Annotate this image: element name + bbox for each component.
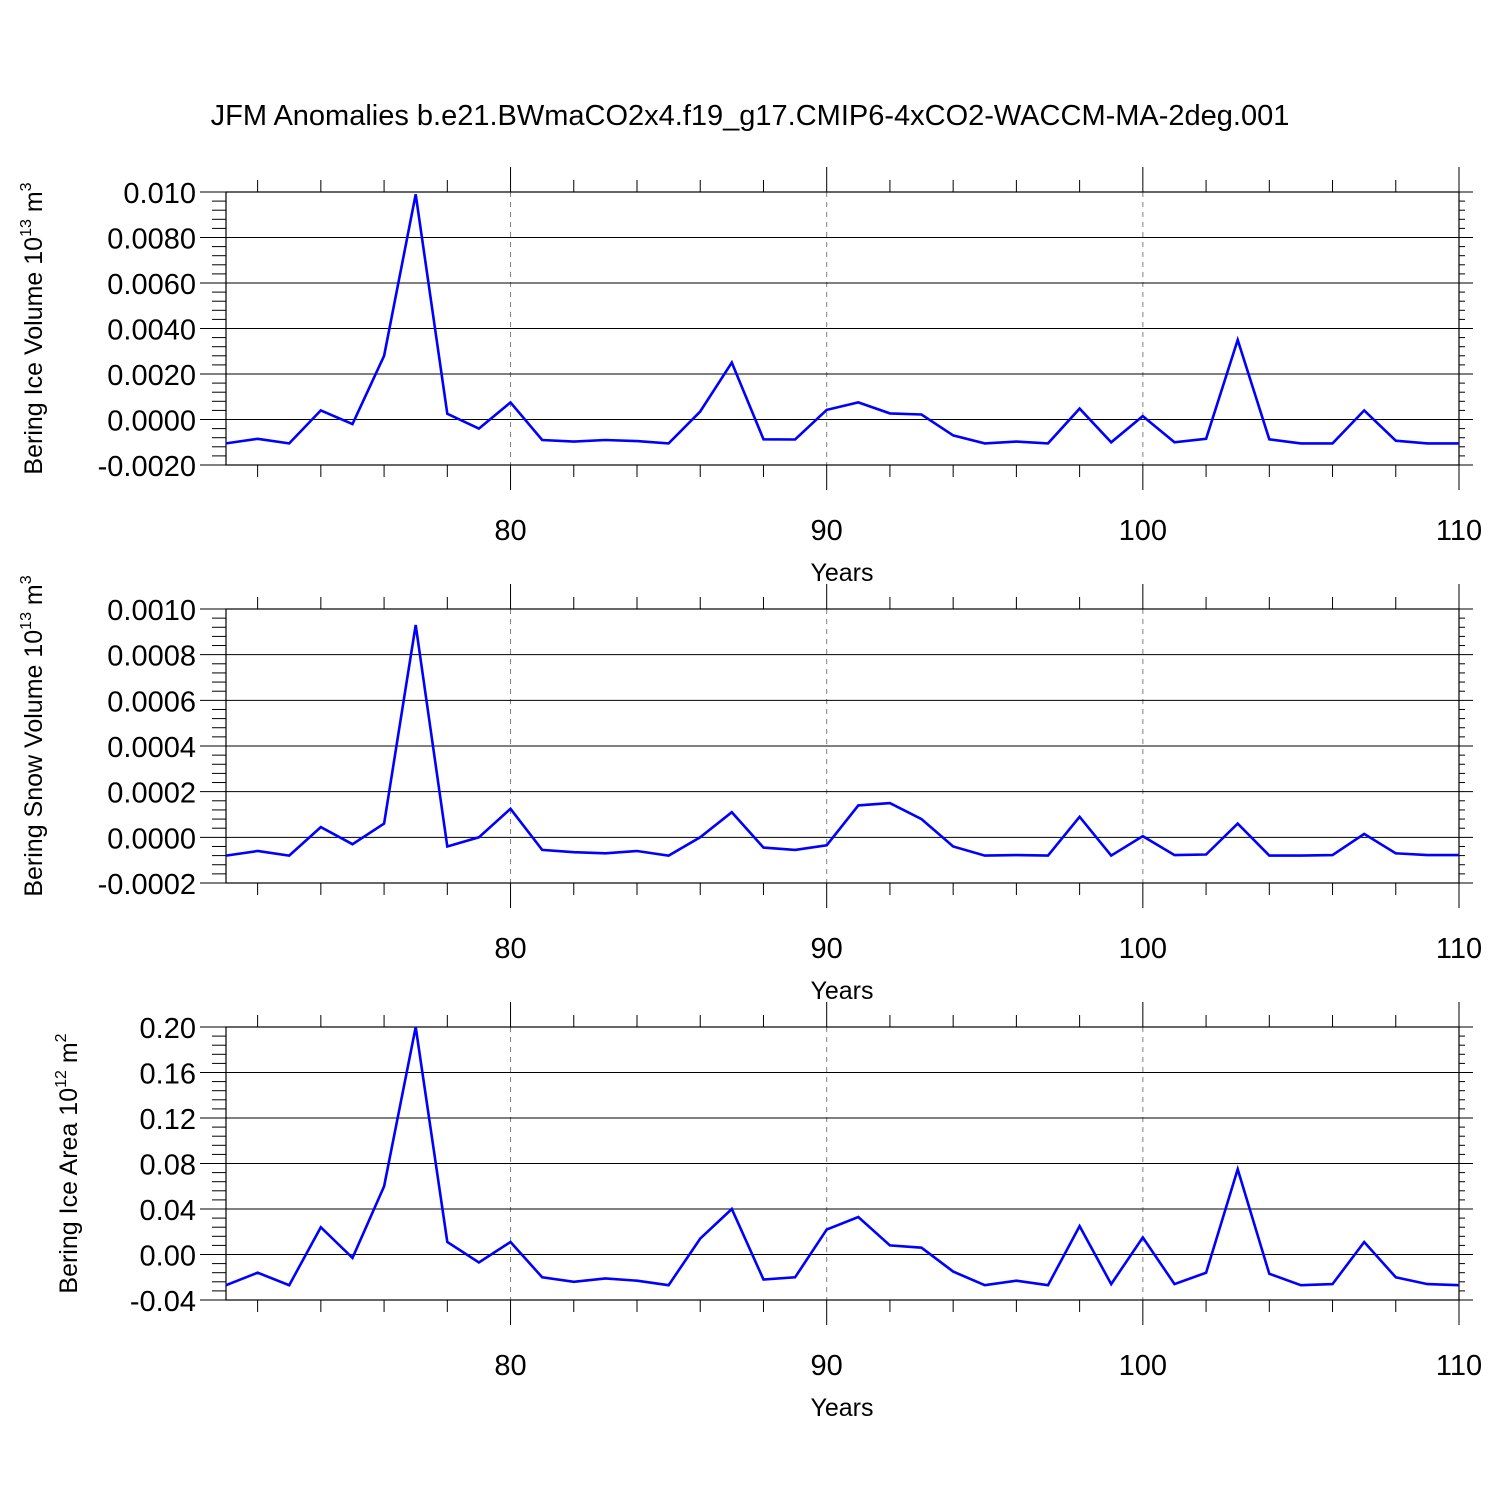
y-axis-label-superscript: 2: [53, 1033, 70, 1042]
panel2-x-tick-label: 110: [1436, 933, 1482, 965]
y-axis-label-superscript: 12: [53, 1070, 70, 1088]
panel2-plot-frame: [225, 608, 1460, 884]
panel3-y-tick-label: -0.04: [130, 1286, 196, 1318]
panel3-y-tick-label: 0.08: [140, 1150, 196, 1182]
panel3-y-axis-label: Bering Ice Area 1012 m2: [53, 1033, 83, 1293]
panel2-y-tick-label: 0.0004: [107, 732, 196, 764]
panel3-x-tick-label: 80: [494, 1350, 526, 1382]
panel2-y-tick-label: -0.0002: [98, 869, 196, 901]
y-axis-label-text: Bering Ice Volume 10: [20, 237, 48, 475]
y-axis-label-superscript: 13: [18, 219, 35, 237]
panel3-y-tick-label: 0.16: [140, 1059, 196, 1091]
panel1-x-tick-label: 80: [494, 515, 526, 547]
y-axis-label-superscript: 3: [18, 182, 35, 191]
panel1-x-tick-label: 90: [811, 515, 843, 547]
y-axis-label-text: m: [55, 1042, 83, 1070]
panel1-y-tick-label: 0.0020: [107, 360, 196, 392]
panel3-plot-frame: [225, 1026, 1460, 1301]
panel2-y-tick-label: 0.0006: [107, 686, 196, 718]
panel1-y-tick-label: 0.0060: [107, 269, 196, 301]
panel3-x-tick-label: 90: [811, 1350, 843, 1382]
y-axis-label-text: Bering Ice Area 10: [55, 1088, 83, 1294]
panel2-x-axis-label: Years: [810, 977, 873, 1005]
panel1-y-tick-label: 0.0040: [107, 315, 196, 347]
panel1-y-tick-label: 0.0080: [107, 224, 196, 256]
y-axis-label-superscript: 3: [18, 575, 35, 584]
panel1-x-tick-label: 100: [1119, 515, 1167, 547]
panel2-y-tick-label: 0.0008: [107, 641, 196, 673]
panel3-y-tick-label: 0.00: [140, 1241, 196, 1273]
panel3-x-tick-label: 100: [1119, 1350, 1167, 1382]
panel3-x-tick-label: 110: [1436, 1350, 1482, 1382]
chart-title: JFM Anomalies b.e21.BWmaCO2x4.f19_g17.CM…: [210, 100, 1290, 132]
y-axis-label-superscript: 13: [18, 612, 35, 630]
panel2-y-tick-label: 0.0000: [107, 823, 196, 855]
panel2-y-axis-label: Bering Snow Volume 1013 m3: [18, 575, 48, 896]
panel3-series-line: [225, 1026, 1460, 1287]
panel1-y-axis-label: Bering Ice Volume 1013 m3: [18, 182, 48, 474]
panel1-y-tick-label: 0.0000: [107, 406, 196, 438]
panel2-series-line: [225, 624, 1459, 858]
panel2-y-tick-label: 0.0002: [107, 778, 196, 810]
panel3-y-tick-label: 0.12: [140, 1104, 196, 1136]
panel2-x-tick-label: 100: [1119, 933, 1167, 965]
panel3-y-tick-label: 0.20: [140, 1013, 196, 1045]
panel1-x-tick-label: 110: [1436, 515, 1482, 547]
panel1-y-tick-label: -0.0020: [98, 451, 196, 483]
panel1-plot-frame: [225, 191, 1460, 466]
y-axis-label-text: m: [20, 191, 48, 219]
y-axis-label-text: Bering Snow Volume 10: [20, 630, 48, 897]
panel1-y-tick-label: 0.010: [123, 178, 196, 210]
panel3-y-tick-label: 0.04: [140, 1195, 196, 1227]
panel2-x-tick-label: 90: [811, 933, 843, 965]
panel2-x-tick-label: 80: [494, 933, 526, 965]
panel3-x-axis-label: Years: [810, 1394, 873, 1422]
panel2-y-tick-label: 0.0010: [107, 595, 196, 627]
y-axis-label-text: m: [20, 584, 48, 612]
panel1-x-axis-label: Years: [810, 559, 873, 587]
panel1-series-line: [225, 194, 1459, 445]
